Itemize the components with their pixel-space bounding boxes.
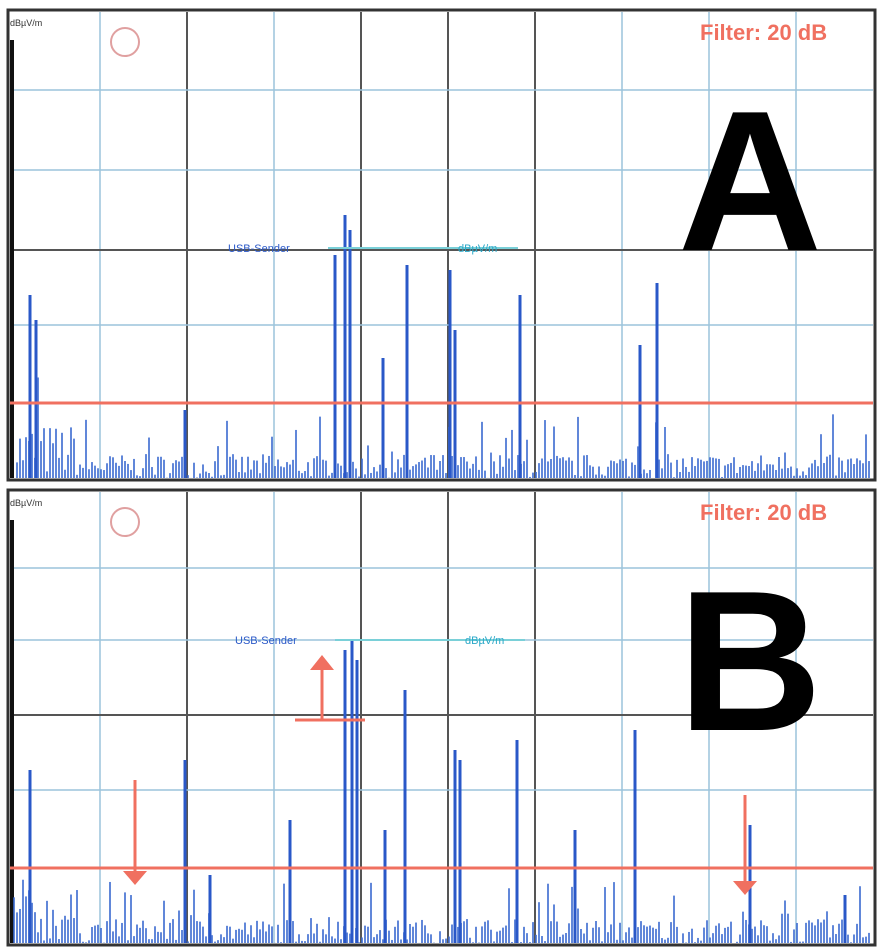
logo — [110, 507, 140, 537]
panel-b: Filter: 20 dB B USB-Sender dBµV/m dBµV/m — [6, 488, 877, 947]
logo — [110, 27, 140, 57]
axis-unit: dBµV/m — [10, 18, 42, 28]
panel-letter: B — [678, 550, 822, 773]
marker-label: USB-Sender — [228, 243, 290, 255]
marker-label: USB-Sender — [235, 635, 297, 647]
arrow-head — [310, 655, 334, 670]
axis-unit: dBµV/m — [10, 498, 42, 508]
arrow-head — [123, 871, 147, 885]
unit-label: dBµV/m — [458, 243, 497, 255]
panel-a: Filter: 20 dB A USB-Sender dBµV/m dBµV/m — [6, 8, 877, 482]
filter-label: Filter: 20 dB — [700, 20, 827, 45]
unit-label: dBµV/m — [465, 635, 504, 647]
panel-letter: A — [678, 70, 822, 293]
filter-label: Filter: 20 dB — [700, 500, 827, 525]
arrow-head — [733, 881, 757, 895]
